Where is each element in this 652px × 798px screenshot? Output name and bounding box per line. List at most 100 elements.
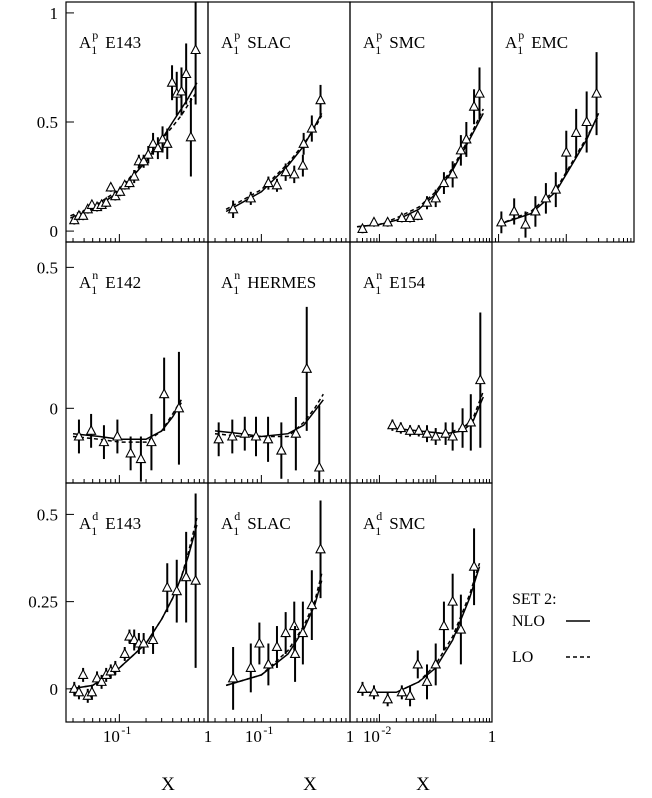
data-point [301,362,313,373]
y-tick-label: 0.5 [37,258,58,277]
data-point [111,430,123,441]
data-point [77,668,89,679]
data-point [271,640,283,652]
data-point [440,427,452,438]
lo-curve [72,399,182,443]
nlo-curve [225,112,323,213]
data-point [447,430,459,441]
data-point [271,179,283,190]
data-point [253,637,265,648]
data-point [560,146,572,157]
data-point [166,76,178,87]
legend-label-nlo: NLO [512,613,545,630]
data-point [138,155,150,166]
data-point [227,203,239,214]
y-tick-label: 0 [50,222,59,241]
data-point [520,218,531,229]
panel-1: 0 0.5 1 Ap 1 E143 [37,1,209,243]
panels: 0 0.5 1 Ap 1 E143 Ap 1 SLAC Ap 1 SMC Ap 1 EMC 0 0.5 An 1 E1… [28,1,635,746]
data-point [73,686,85,697]
data-point [173,402,185,413]
data-point [438,176,450,188]
data-point [146,435,157,447]
x-axis-names: X X X [161,774,430,795]
data-point [421,196,433,207]
data-point [142,148,154,159]
data-point [581,115,593,127]
data-point [550,183,562,194]
data-point [413,424,425,435]
lo-curve [225,573,323,687]
data-point [275,444,287,455]
x-tick-exponent: -1 [263,723,273,737]
y-tick-label: 0.25 [28,593,58,612]
panel-label: An 1 E154 [363,268,426,297]
data-point [495,216,507,227]
data-point [239,427,251,438]
panel-label: Ap 1 SMC [363,28,425,57]
data-point [368,686,380,697]
data-point [73,430,85,441]
data-point [298,137,310,148]
x-tick-label: 10 [245,727,262,746]
data-point [171,584,183,596]
x-tick-label: 1 [346,727,355,746]
data-point [86,686,98,697]
panel-4: Ap 1 EMC [491,1,635,243]
data-point [158,388,170,399]
data-point [447,168,459,179]
data-point [114,185,126,196]
data-point [77,209,89,220]
data-point [190,574,202,585]
data-point [529,205,541,216]
nlo-curve [70,82,198,219]
panel-8: 0 0.25 0.5 10 -1 1 Ad 1 E143 [28,482,212,746]
x-axis-label-col1: X [161,774,175,795]
lo-curve [70,517,198,690]
data-point [227,672,239,683]
data-point [262,176,274,188]
lo-curve [225,115,323,210]
panel-2: Ap 1 SLAC [207,1,351,243]
y-tick-label: 0 [50,399,59,418]
data-point [161,137,173,148]
data-point [404,211,416,223]
data-point [96,675,107,686]
x-axis-label-col2: X [303,774,317,795]
data-point [357,682,368,693]
data-point [109,661,121,672]
data-point [421,427,433,438]
panel-9: 10 -1 1 Ad 1 SLAC [207,482,355,746]
panel-10: 10 -2 1 Ad 1 SMC [349,482,496,746]
data-point [190,43,202,55]
panel-label: An 1 HERMES [221,268,316,297]
data-point [85,424,97,435]
panel-label: Ap 1 SLAC [221,28,291,57]
data-point [404,689,416,700]
data-point [395,421,407,433]
x-tick-label: 10 [103,727,120,746]
data-point [468,100,480,111]
data-point [105,181,117,192]
data-point [289,647,301,659]
data-point [125,447,137,458]
data-point [128,170,140,181]
nlo-curve [72,402,182,441]
legend-title: SET 2: [512,591,557,608]
panel-5: 0 0.5 An 1 E142 [37,241,209,484]
data-point [306,598,318,610]
data-point [262,433,274,444]
panel-label: Ap 1 EMC [505,28,568,57]
data-point [306,122,318,133]
data-point [474,373,486,385]
panel-6: An 1 HERMES [207,241,351,484]
panel-label: An 1 E142 [79,268,141,297]
data-point [86,198,98,209]
panel-3: Ap 1 SMC [349,1,493,243]
data-point [262,658,274,669]
data-point [98,435,110,447]
data-point [421,675,433,686]
data-point [119,647,131,659]
data-point [357,222,368,233]
data-point [250,430,262,441]
